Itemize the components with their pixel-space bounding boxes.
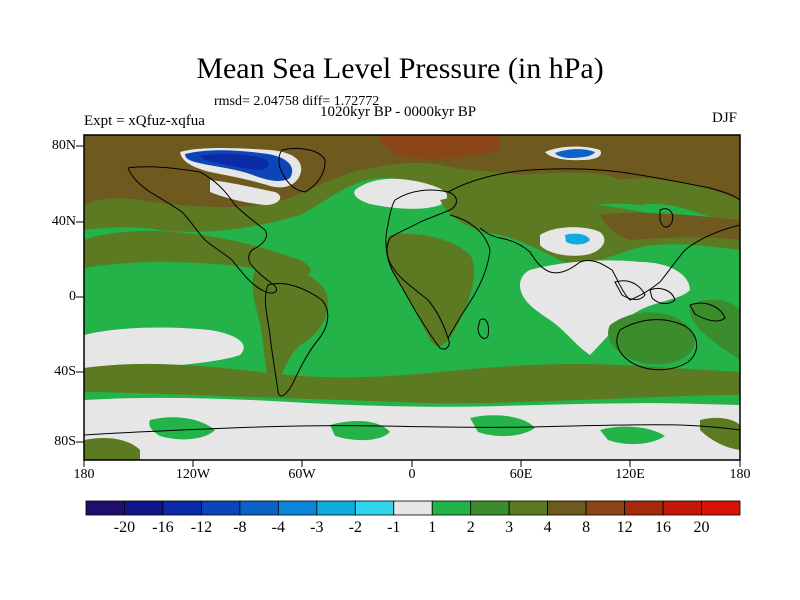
colorbar-box-12 (547, 500, 587, 516)
lat-label-0: 0 (69, 289, 76, 304)
colorbar-box-4 (239, 500, 279, 516)
colorbar-box-6 (316, 500, 356, 516)
lon-label-180w: 180 (73, 467, 95, 482)
colorbar-box-11 (508, 500, 549, 516)
lon-label-0: 0 (408, 467, 416, 482)
colorbar (85, 500, 741, 516)
colorbar-box-10 (470, 500, 510, 516)
colorbar-box-2 (162, 500, 202, 516)
colorbar-box-5 (277, 500, 318, 516)
colorbar-label: 3 (505, 519, 514, 536)
colorbar-label: -20 (113, 519, 136, 536)
colorbar-label: -4 (271, 519, 285, 536)
colorbar-label: 2 (466, 519, 475, 536)
colorbar-label: 12 (616, 519, 633, 536)
lon-label-120w: 120W (175, 467, 211, 482)
colorbar-label: 16 (655, 519, 672, 536)
lon-label-60w: 60W (288, 467, 316, 482)
colorbar-label: -12 (190, 519, 213, 536)
colorbar-label: -16 (152, 519, 174, 536)
colorbar-label: -2 (348, 519, 362, 536)
lat-label-80n: 80N (51, 138, 76, 153)
lon-label-60e: 60E (509, 467, 533, 482)
colorbar-box-14 (624, 500, 664, 516)
coastlines (84, 147, 740, 436)
colorbar-label: -1 (387, 519, 401, 536)
colorbar-label: 8 (582, 519, 591, 536)
colorbar-box-15 (662, 500, 702, 516)
colorbar-label: 20 (693, 519, 710, 536)
lat-label-40s: 40S (54, 364, 76, 379)
map-fill-layer (84, 135, 740, 460)
colorbar-box-9 (431, 500, 472, 516)
time-period-label: 1020kyr BP - 0000kyr BP (320, 104, 477, 120)
lat-label-80s: 80S (54, 434, 76, 449)
colorbar-label: 1 (428, 519, 437, 536)
colorbar-box-7 (354, 500, 395, 516)
colorbar-label: 4 (543, 519, 552, 536)
lat-label-40n: 40N (51, 214, 76, 229)
lon-label-120e: 120E (615, 467, 645, 482)
colorbar-label: -8 (233, 519, 247, 536)
season-label: DJF (712, 110, 738, 126)
experiment-label: Expt = xQfuz-xqfua (84, 113, 205, 129)
colorbar-box-0 (85, 500, 125, 516)
rmsd-diff-stats: rmsd= 2.04758 diff= 1.72772 (214, 94, 380, 109)
colorbar-box-3 (201, 500, 241, 516)
lon-label-180e: 180 (729, 467, 751, 482)
map-title: Mean Sea Level Pressure (in hPa) (196, 52, 604, 85)
axis-ticks (76, 145, 741, 467)
colorbar-label: -3 (310, 519, 324, 536)
colorbar-box-13 (585, 500, 625, 516)
colorbar-box-1 (124, 500, 164, 516)
colorbar-box-8 (393, 500, 433, 516)
colorbar-box-16 (701, 500, 741, 516)
